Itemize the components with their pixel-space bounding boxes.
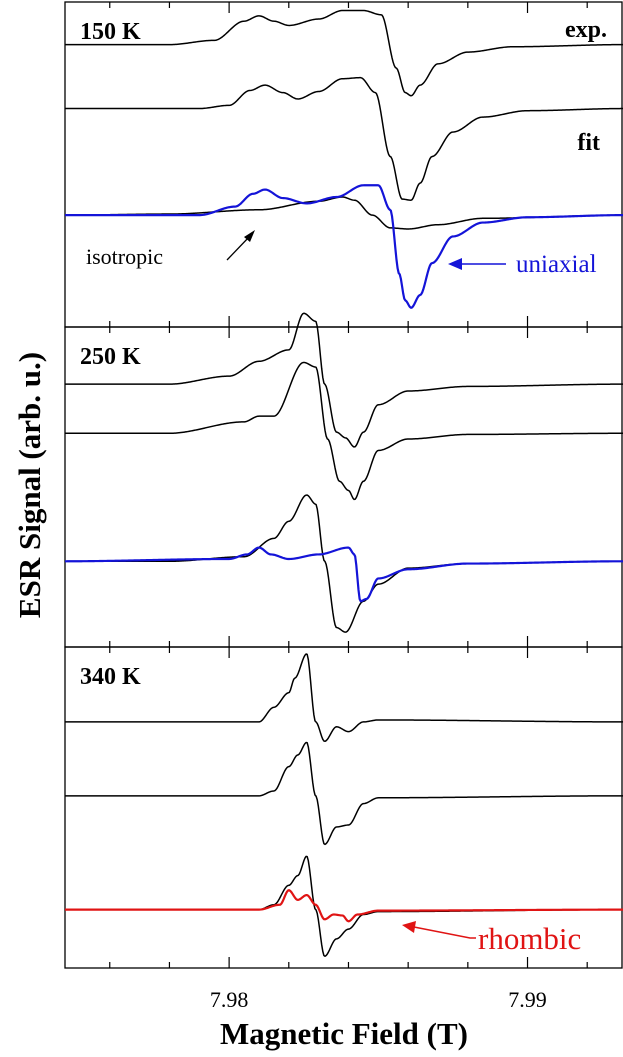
panel-frame — [64, 326, 623, 648]
panel-temperature-label: 150 K — [80, 19, 141, 45]
uniaxial-arrowhead — [448, 258, 462, 270]
series-line-2 — [65, 196, 623, 230]
series-line-0 — [65, 653, 623, 743]
panel-frame — [64, 646, 623, 969]
annotation-uniaxial: uniaxial — [516, 251, 597, 278]
x-tick-label: 7.98 — [210, 987, 249, 1012]
isotropic-arrowhead — [244, 230, 255, 242]
x-axis-label: Magnetic Field (T) — [220, 1016, 468, 1051]
annotation-exp: exp. — [565, 17, 607, 43]
series-line-3 — [65, 889, 623, 923]
series-line-0 — [65, 9, 623, 97]
panel-340k: 340 K rhombic — [64, 646, 623, 969]
panel-temperature-label: 340 K — [80, 664, 141, 690]
panel-150k: 150 K exp. fit isotropic uniaxial — [64, 1, 623, 328]
annotation-isotropic: isotropic — [86, 244, 163, 269]
y-axis-label: ESR Signal (arb. u.) — [12, 352, 47, 618]
annotation-fit: fit — [577, 130, 600, 156]
series-line-3 — [65, 546, 623, 603]
rhombic-arrowhead — [402, 921, 416, 933]
x-tick-label: 7.99 — [508, 987, 547, 1012]
panels: 150 K exp. fit isotropic uniaxial 250 K 340 K r… — [64, 1, 623, 1012]
series-line-0 — [65, 312, 623, 448]
annotation-rhombic: rhombic — [478, 921, 581, 956]
isotropic-arrow — [226, 235, 251, 261]
series-line-3 — [65, 184, 623, 309]
series-line-1 — [65, 741, 623, 846]
panel-frame — [64, 1, 623, 328]
rhombic-arrow — [413, 926, 476, 939]
series-line-1 — [65, 76, 623, 201]
series-line-1 — [65, 361, 623, 501]
panel-temperature-label: 250 K — [80, 344, 141, 370]
panel-250k: 250 K — [64, 312, 623, 648]
